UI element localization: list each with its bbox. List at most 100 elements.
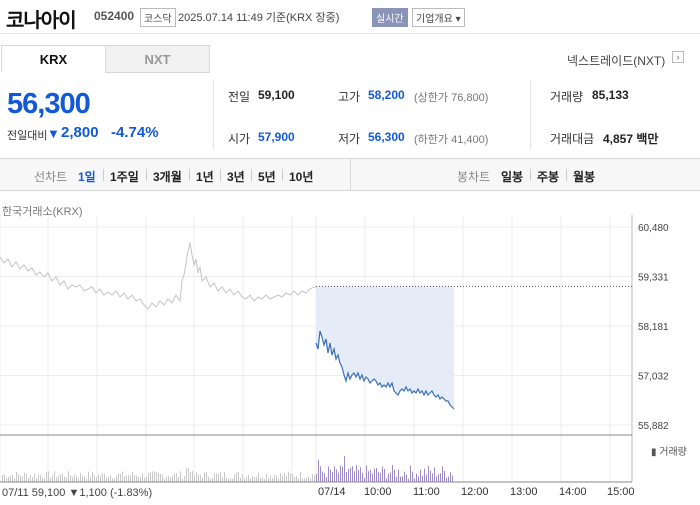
volume-bar (328, 466, 329, 482)
period-1w[interactable]: 1주일 (110, 170, 139, 184)
chart-grid (0, 215, 633, 482)
volume-bar (240, 477, 241, 482)
volume-bar (436, 476, 437, 482)
price-chart[interactable]: 60,480 59,331 58,181 57,032 55,882 (0, 215, 700, 485)
amount-value: 4,857 백만 (603, 132, 659, 146)
y-tick-label: 58,181 (638, 322, 669, 333)
volume-bar (346, 472, 347, 482)
upper-limit: (상한가 76,800) (414, 92, 489, 104)
volume-bar (336, 469, 337, 482)
volume-bar (134, 475, 135, 482)
open-value: 57,900 (258, 130, 295, 144)
volume-bar (274, 475, 275, 482)
volume-bar (304, 478, 305, 482)
volume-bar (402, 476, 403, 482)
volume-label: 거래량 (550, 90, 584, 104)
volume-bar (366, 465, 367, 482)
period-1y[interactable]: 1년 (196, 170, 214, 184)
volume-bar (220, 472, 221, 482)
volume-bar (12, 474, 13, 482)
volume-bar (310, 478, 311, 482)
tab-nxt[interactable]: NXT (105, 45, 210, 73)
volume-bar (412, 471, 413, 482)
volume-bar (166, 476, 167, 482)
volume-bar (308, 476, 309, 482)
volume-bar (270, 475, 271, 482)
volume-bar (214, 473, 215, 482)
candle-daily[interactable]: 일봉 (501, 170, 524, 184)
volume-bar (426, 474, 427, 482)
volume-bar (420, 469, 421, 482)
volume-bar (422, 475, 423, 482)
volume-bar (156, 472, 157, 482)
volume-bar (414, 478, 415, 482)
volume-bar (42, 477, 43, 482)
volume-bar (102, 472, 103, 482)
volume-bar (126, 475, 127, 482)
volume-bar (154, 471, 155, 482)
nextrade-link[interactable]: 넥스트레이드(NXT) (567, 54, 666, 68)
volume-bar (128, 475, 129, 482)
volume-bar (164, 478, 165, 482)
volume-bar (258, 472, 259, 482)
candle-monthly[interactable]: 월봉 (573, 170, 596, 184)
tab-krx[interactable]: KRX (1, 45, 106, 73)
chevron-right-icon[interactable]: › (672, 51, 684, 63)
x-tick-label: 15:00 (607, 486, 635, 498)
volume-bar (32, 477, 33, 482)
volume-bar (212, 477, 213, 482)
volume-legend-label: 거래량 (659, 447, 687, 458)
volume-bar (234, 474, 235, 482)
volume-bar (224, 472, 225, 482)
volume-bar (348, 469, 349, 482)
volume-bar (188, 468, 189, 482)
volume-bar (416, 473, 417, 482)
volume-bar (78, 477, 79, 482)
period-3m[interactable]: 3개월 (153, 170, 182, 184)
company-info-button[interactable]: 기업개요 ▾ (412, 8, 465, 27)
volume-bar (84, 476, 85, 482)
volume-bar (152, 471, 153, 482)
period-3y[interactable]: 3년 (227, 170, 245, 184)
period-5y[interactable]: 5년 (258, 170, 276, 184)
volume-bar (350, 467, 351, 482)
volume-bar (86, 478, 87, 482)
volume-bar (108, 477, 109, 482)
volume-bar (268, 478, 269, 482)
volume-bar (200, 475, 201, 482)
divider (220, 169, 221, 181)
volume-bar (150, 472, 151, 482)
volume-bar (216, 473, 217, 482)
y-tick-label: 55,882 (638, 421, 669, 432)
divider (103, 169, 104, 181)
volume-bar (382, 466, 383, 482)
volume-bar (332, 472, 333, 482)
volume-bar (110, 475, 111, 482)
volume-bar (202, 477, 203, 482)
volume-bar (394, 469, 395, 482)
volume-bar (340, 465, 341, 482)
volume-bar (248, 475, 249, 482)
volume-bar (398, 469, 399, 482)
volume-bar (66, 477, 67, 482)
period-10y[interactable]: 10년 (289, 170, 314, 184)
volume-bar (294, 476, 295, 482)
period-1d[interactable]: 1일 (78, 170, 96, 184)
volume-bar (302, 478, 303, 482)
volume-bar (312, 474, 313, 482)
volume-bar (54, 471, 55, 482)
volume-bar (242, 475, 243, 482)
volume-bar (160, 473, 161, 482)
y-tick-label: 59,331 (638, 272, 669, 283)
volume-bar (34, 473, 35, 482)
volume-bar (296, 476, 297, 482)
candle-weekly[interactable]: 주봉 (537, 170, 560, 184)
volume-bar (244, 478, 245, 482)
volume-bar (28, 478, 29, 482)
volume-bar (196, 472, 197, 482)
volume-bar (320, 466, 321, 482)
volume-bar (342, 466, 343, 482)
volume-bar (170, 477, 171, 482)
exchange-label: 한국거래소(KRX) (2, 206, 83, 218)
volume-bar (186, 468, 187, 482)
